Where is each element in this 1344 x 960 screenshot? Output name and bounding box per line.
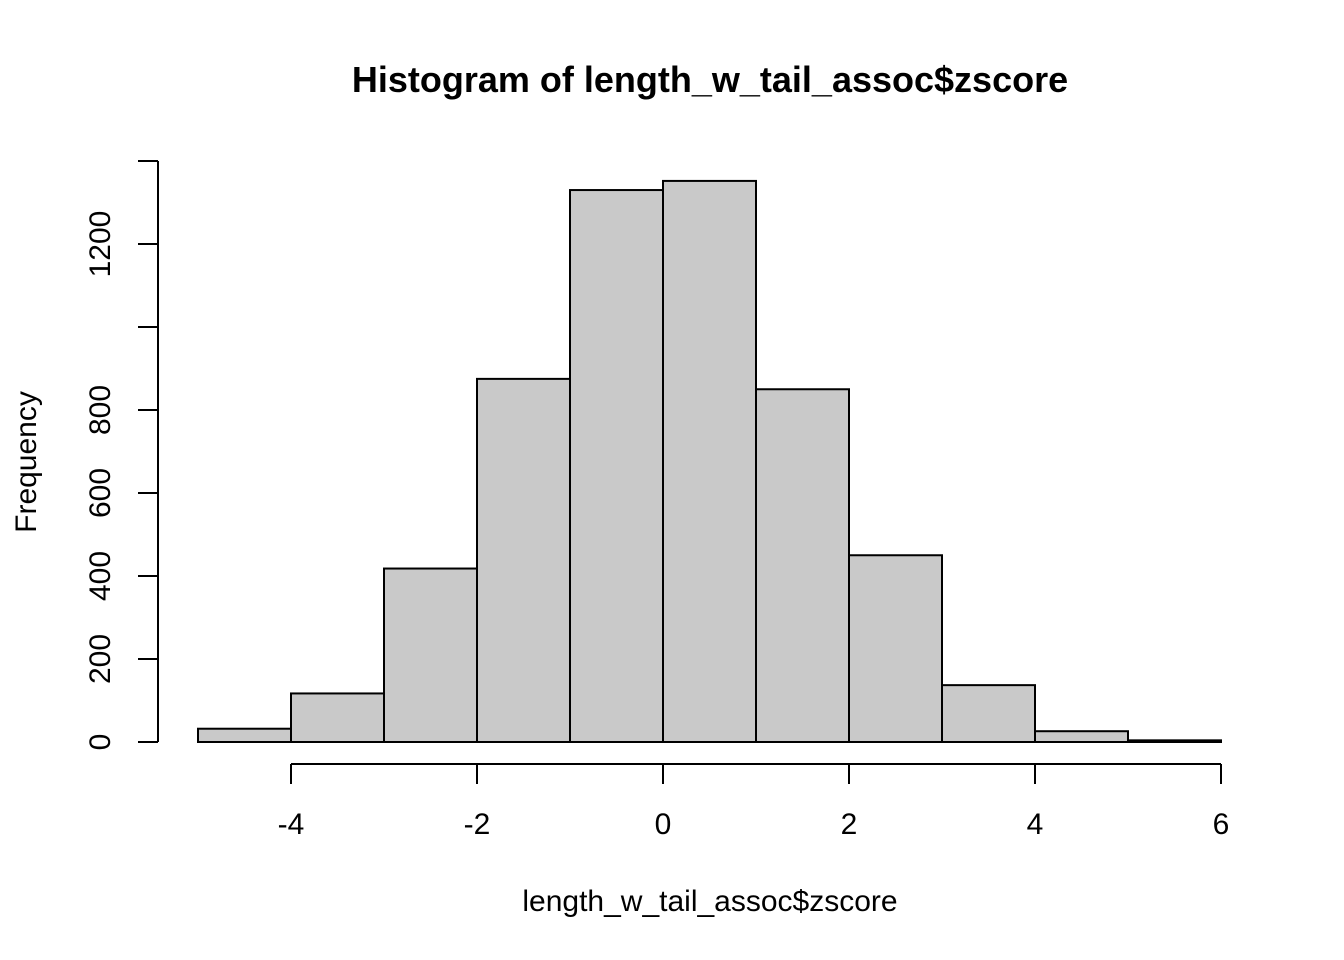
y-axis: 0 200 400 600 800 1200 xyxy=(84,160,159,751)
histogram-bar xyxy=(848,554,943,743)
histogram-bar xyxy=(569,189,664,744)
histogram-bar xyxy=(383,567,478,744)
x-axis-label: length_w_tail_assoc$zscore xyxy=(522,885,897,918)
histogram-bar xyxy=(197,727,292,743)
x-tick-label: 2 xyxy=(841,808,858,841)
histogram-bar xyxy=(290,692,385,744)
y-tick-label: 0 xyxy=(84,734,117,751)
x-axis: -4 -2 0 2 4 6 xyxy=(278,763,1230,841)
y-tick-label: 1200 xyxy=(84,211,117,278)
x-tick-label: 0 xyxy=(655,808,672,841)
histogram-bar xyxy=(1127,739,1222,744)
histogram-bar xyxy=(941,684,1036,744)
y-tick-label: 200 xyxy=(84,634,117,684)
x-tick-label: -2 xyxy=(464,808,491,841)
y-tick-label: 600 xyxy=(84,468,117,518)
x-tick-label: 4 xyxy=(1027,808,1044,841)
bars-group xyxy=(197,179,1222,744)
chart-title: Histogram of length_w_tail_assoc$zscore xyxy=(352,59,1068,100)
y-tick-label: 800 xyxy=(84,385,117,435)
histogram-bar xyxy=(1034,730,1129,744)
x-tick-label: -4 xyxy=(278,808,305,841)
y-tick-label: 400 xyxy=(84,551,117,601)
y-axis-label: Frequency xyxy=(10,391,43,533)
x-tick-label: 6 xyxy=(1213,808,1230,841)
histogram-bar xyxy=(662,179,757,744)
histogram-bar xyxy=(755,388,850,743)
histogram-bar xyxy=(476,377,571,743)
